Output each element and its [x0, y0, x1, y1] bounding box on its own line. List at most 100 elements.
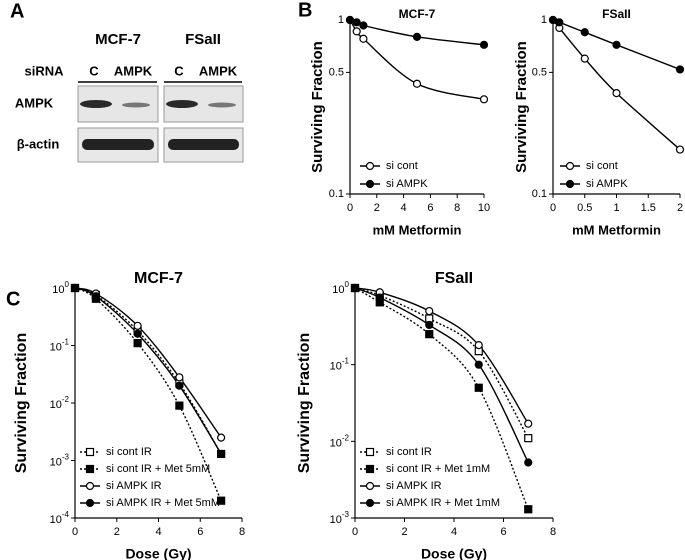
cell-line: MCF-7 — [95, 31, 141, 48]
marker — [375, 293, 384, 302]
y-tick-power: -2 — [62, 395, 70, 404]
y-tick-label: 1 — [541, 14, 547, 26]
marker — [555, 18, 564, 27]
marker — [474, 383, 483, 392]
chart: MCF-7 mM Metformin Surviving Fraction 0 2 4 6 8… — [309, 7, 490, 237]
x-tick-label: 0.5 — [577, 202, 592, 214]
legend-marker — [565, 161, 575, 171]
x-axis-label: Dose (Gy) — [125, 546, 191, 560]
legend-marker — [565, 179, 575, 189]
y-tick-base: 10 — [50, 514, 62, 526]
marker — [133, 321, 142, 330]
western-blot: MCF-7 FSaII siRNA C AMPK C AMPK AMPK β-a… — [15, 31, 244, 163]
y-axis-label: Surviving Fraction — [513, 41, 530, 173]
legend-label: si AMPK IR + Met 1mM — [386, 497, 500, 509]
legend-marker — [365, 464, 375, 474]
chart-title: FSaII — [435, 270, 473, 287]
marker — [217, 449, 226, 459]
x-axis-label: mM Metformin — [373, 222, 462, 237]
legend-label: si AMPK — [386, 178, 428, 190]
y-axis-label: Surviving Fraction — [309, 41, 326, 173]
marker — [479, 40, 489, 49]
x-tick-label: 2 — [114, 526, 120, 538]
x-tick-label: 4 — [401, 202, 407, 214]
x-tick-label: 10 — [478, 202, 490, 214]
x-axis-label: Dose (Gy) — [421, 546, 487, 560]
y-axis-label: Surviving Fraction — [296, 333, 313, 473]
x-tick-label: 6 — [427, 202, 433, 214]
legend-marker — [365, 179, 375, 189]
y-tick-label: 10-2 — [330, 433, 350, 449]
marker — [524, 505, 533, 514]
y-tick-base: 10 — [52, 284, 64, 296]
series-line — [552, 19, 681, 151]
legend-label: si AMPK IR — [386, 480, 442, 492]
marker — [524, 458, 533, 467]
y-tick-power: 0 — [65, 280, 70, 289]
x-tick-label: 6 — [500, 526, 506, 538]
y-tick-power: -4 — [62, 510, 70, 519]
marker — [175, 381, 184, 390]
band — [208, 102, 236, 108]
marker — [675, 145, 685, 154]
marker — [350, 283, 360, 293]
series-line — [349, 19, 485, 46]
series-line — [74, 287, 222, 501]
chart-title: FSaII — [602, 7, 631, 21]
x-tick-label: 4 — [451, 526, 457, 538]
y-tick-power: -2 — [342, 433, 350, 442]
marker — [359, 21, 368, 30]
legend-marker — [365, 447, 375, 457]
marker — [580, 54, 589, 63]
y-tick-label: 10-3 — [330, 510, 350, 526]
y-tick-base: 10 — [330, 361, 342, 373]
x-tick-label: 1 — [613, 202, 619, 214]
legend-marker — [85, 498, 95, 508]
y-tick-label: 10-3 — [50, 453, 70, 469]
x-tick-label: 8 — [550, 526, 556, 538]
legend-label: si cont IR — [386, 446, 432, 458]
y-tick-base: 10 — [50, 341, 62, 353]
panel-label: A — [10, 0, 24, 22]
legend-label: si cont IR — [106, 446, 152, 458]
legend-marker — [365, 498, 375, 508]
y-tick-power: 0 — [345, 280, 350, 289]
y-axis-label: Surviving Fraction — [13, 333, 30, 473]
marker — [133, 339, 142, 348]
y-tick-base: 10 — [332, 284, 344, 296]
y-tick-label: 10-2 — [50, 395, 70, 411]
legend-label: si cont — [586, 160, 618, 172]
marker — [70, 283, 80, 293]
y-tick-label: 0.1 — [532, 188, 547, 200]
y-tick-base: 10 — [50, 399, 62, 411]
lane-label: AMPK — [199, 63, 238, 78]
marker — [580, 28, 589, 37]
x-tick-label: 8 — [239, 526, 245, 538]
x-tick-label: 2 — [401, 526, 407, 538]
x-tick-label: 1.5 — [641, 202, 656, 214]
marker — [352, 18, 361, 27]
legend-label: si cont — [386, 160, 418, 172]
chart: FSaII mM Metformin Surviving Fraction 0 0.5 1… — [513, 7, 685, 237]
marker — [425, 320, 434, 330]
series-line — [74, 287, 222, 455]
x-tick-label: 0 — [352, 526, 358, 538]
x-tick-label: 0 — [347, 202, 353, 214]
series-line — [354, 287, 529, 439]
y-tick-base: 10 — [50, 456, 62, 468]
legend-marker — [365, 481, 375, 491]
series-line — [74, 287, 222, 455]
x-tick-label: 2 — [677, 202, 683, 214]
band — [166, 100, 198, 108]
marker — [425, 306, 434, 316]
chart-title: MCF-7 — [134, 270, 183, 287]
marker — [524, 434, 533, 443]
y-tick-power: -3 — [62, 453, 70, 462]
legend-label: si AMPK IR + Met 5mM — [106, 497, 220, 509]
legend-label: si cont IR + Met 1mM — [386, 463, 490, 475]
marker — [175, 401, 184, 410]
y-tick-base: 10 — [330, 514, 342, 526]
row-label: AMPK — [15, 95, 54, 110]
